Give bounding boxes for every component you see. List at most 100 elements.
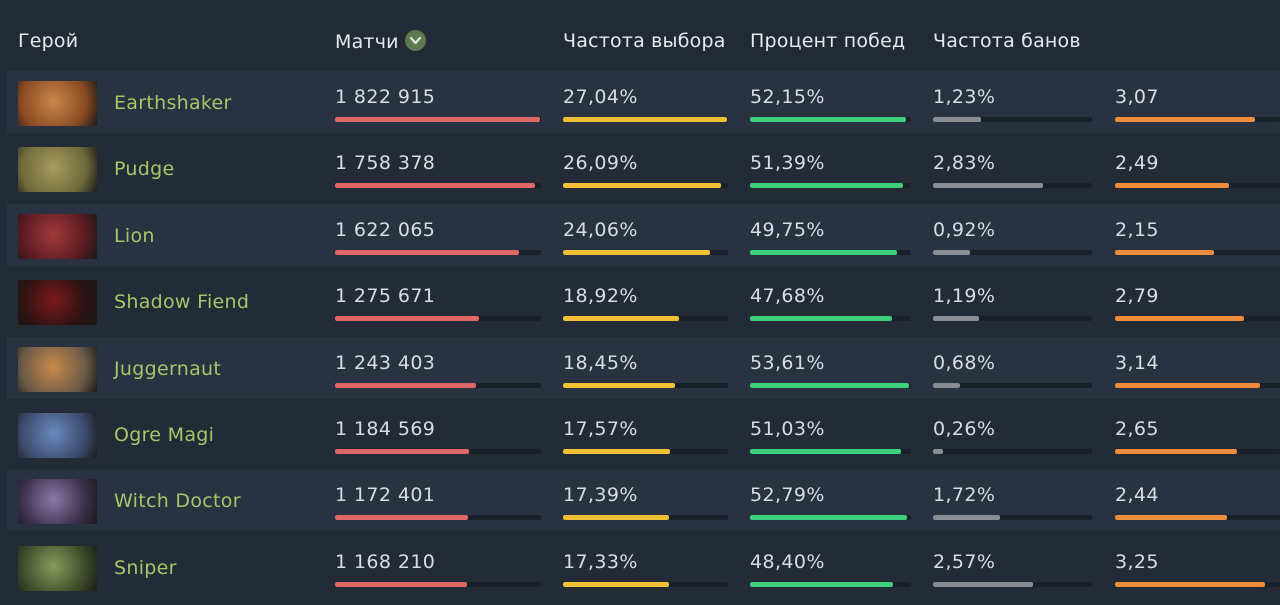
matches-value: 1 184 569 — [335, 418, 436, 440]
pick-rate-bar-track — [563, 449, 728, 454]
win-rate-bar-track — [750, 117, 911, 122]
last-stat-bar-fill — [1115, 382, 1261, 388]
ban-rate-bar-fill — [933, 316, 980, 322]
pick-rate-value: 17,57% — [563, 418, 638, 440]
column-hero[interactable]: Герой — [18, 30, 79, 52]
last-stat-value: 2,49 — [1115, 152, 1159, 175]
win-rate-bar-fill — [750, 249, 897, 255]
matches-value: 1 275 671 — [335, 285, 436, 308]
column-matches-label: Матчи — [335, 31, 399, 53]
column-pick-rate[interactable]: Частота выбора — [563, 30, 726, 52]
table-row[interactable]: Ogre Magi 1 184 569 17,57% 51,03% 0,26% 2,65 — [7, 403, 1280, 465]
hero-name-link[interactable]: Juggernaut — [114, 357, 222, 380]
column-ban-rate[interactable]: Частота банов — [933, 30, 1081, 52]
matches-bar-fill — [335, 382, 477, 388]
ban-rate-bar-track — [933, 117, 1092, 122]
hero-portrait[interactable] — [18, 545, 97, 591]
hero-name-link[interactable]: Pudge — [114, 158, 175, 181]
ban-rate-bar-fill — [933, 581, 1034, 587]
table-header: Герой Матчи Частота выбора Процент побед… — [0, 0, 1280, 70]
win-rate-value: 52,79% — [750, 484, 825, 507]
last-stat-bar-fill — [1115, 249, 1214, 255]
pick-rate-bar-fill — [563, 581, 670, 587]
win-rate-bar-fill — [750, 316, 892, 322]
win-rate-bar-fill — [750, 449, 902, 454]
hero-portrait[interactable] — [18, 81, 97, 126]
pick-rate-bar-track — [563, 581, 728, 587]
last-stat-value: 2,44 — [1115, 484, 1159, 507]
ban-rate-bar-track — [933, 382, 1092, 388]
table-row[interactable]: Shadow Fiend 1 275 671 18,92% 47,68% 1,19% 2,… — [7, 270, 1280, 333]
ban-rate-bar-fill — [933, 249, 970, 255]
table-row[interactable]: Witch Doctor 1 172 401 17,39% 52,79% 1,72% 2,… — [7, 469, 1280, 532]
win-rate-value: 53,61% — [750, 351, 825, 374]
last-stat-bar-track — [1115, 382, 1280, 388]
matches-bar-track — [335, 449, 541, 454]
ban-rate-bar-fill — [933, 382, 961, 388]
hero-name-link[interactable]: Shadow Fiend — [114, 291, 250, 314]
last-stat-value: 2,65 — [1115, 418, 1159, 440]
win-rate-bar-track — [750, 449, 911, 454]
pick-rate-value: 17,33% — [563, 550, 638, 573]
win-rate-value: 51,39% — [750, 152, 825, 175]
ban-rate-value: 2,83% — [933, 152, 996, 175]
hero-portrait[interactable] — [18, 213, 97, 259]
table-row[interactable]: Lion 1 622 065 24,06% 49,75% 0,92% 2,15 — [7, 203, 1280, 266]
matches-value: 1 822 915 — [335, 86, 436, 108]
ban-rate-bar-fill — [933, 449, 943, 454]
win-rate-bar-fill — [750, 515, 907, 521]
win-rate-value: 51,03% — [750, 418, 825, 440]
win-rate-value: 52,15% — [750, 86, 825, 108]
matches-value: 1 168 210 — [335, 550, 436, 573]
pick-rate-bar-track — [563, 316, 728, 322]
ban-rate-bar-track — [933, 515, 1092, 521]
hero-name-link[interactable]: Lion — [114, 224, 155, 247]
last-stat-bar-fill — [1115, 515, 1228, 521]
last-stat-bar-track — [1115, 449, 1280, 454]
pick-rate-bar-track — [563, 515, 728, 521]
column-matches[interactable]: Матчи — [335, 30, 426, 53]
pick-rate-bar-fill — [563, 117, 727, 122]
pick-rate-value: 26,09% — [563, 152, 638, 175]
last-stat-bar-track — [1115, 316, 1280, 322]
win-rate-bar-fill — [750, 382, 910, 388]
column-win-rate[interactable]: Процент побед — [750, 30, 906, 52]
ban-rate-bar-track — [933, 449, 1092, 454]
ban-rate-value: 0,68% — [933, 351, 996, 374]
hero-name-link[interactable]: Sniper — [114, 556, 177, 579]
win-rate-value: 48,40% — [750, 550, 825, 573]
hero-portrait[interactable] — [18, 413, 97, 458]
pick-rate-bar-track — [563, 382, 728, 388]
win-rate-bar-track — [750, 382, 911, 388]
last-stat-bar-fill — [1115, 581, 1266, 587]
pick-rate-value: 18,92% — [563, 285, 638, 308]
table-row[interactable]: Juggernaut 1 243 403 18,45% 53,61% 0,68% 3,14 — [7, 336, 1280, 399]
matches-bar-track — [335, 515, 541, 521]
ban-rate-bar-track — [933, 249, 1092, 255]
win-rate-bar-track — [750, 515, 911, 521]
hero-name-link[interactable]: Ogre Magi — [114, 424, 215, 446]
pick-rate-bar-fill — [563, 183, 722, 189]
win-rate-bar-fill — [750, 183, 903, 189]
ban-rate-value: 1,72% — [933, 484, 996, 507]
hero-portrait[interactable] — [18, 147, 97, 193]
pick-rate-bar-fill — [563, 316, 679, 322]
hero-name-link[interactable]: Witch Doctor — [114, 490, 241, 513]
table-row[interactable]: Sniper 1 168 210 17,33% 48,40% 2,57% 3,25 — [7, 535, 1280, 598]
last-stat-value: 3,07 — [1115, 86, 1159, 108]
hero-portrait[interactable] — [18, 346, 97, 392]
hero-name-link[interactable]: Earthshaker — [114, 92, 232, 114]
hero-portrait[interactable] — [18, 479, 97, 525]
matches-bar-fill — [335, 316, 480, 322]
table-row[interactable]: Pudge 1 758 378 26,09% 51,39% 2,83% 2,49 — [7, 137, 1280, 200]
matches-value: 1 243 403 — [335, 351, 436, 374]
table-row[interactable]: Earthshaker 1 822 915 27,04% 52,15% 1,23% 3,0… — [7, 71, 1280, 133]
matches-value: 1 758 378 — [335, 152, 436, 175]
last-stat-bar-track — [1115, 515, 1280, 521]
ban-rate-bar-track — [933, 316, 1092, 322]
ban-rate-bar-fill — [933, 515, 1000, 521]
hero-portrait[interactable] — [18, 280, 97, 326]
sort-descending-icon[interactable] — [404, 30, 426, 51]
last-stat-bar-fill — [1115, 183, 1229, 189]
matches-bar-track — [335, 581, 541, 587]
